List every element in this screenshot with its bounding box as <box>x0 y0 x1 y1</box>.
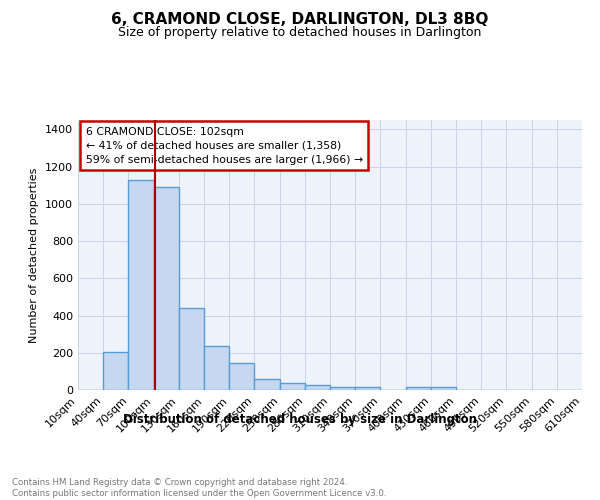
Bar <box>179 308 204 390</box>
Text: 6, CRAMOND CLOSE, DARLINGTON, DL3 8BQ: 6, CRAMOND CLOSE, DARLINGTON, DL3 8BQ <box>112 12 488 28</box>
Bar <box>154 187 179 390</box>
Text: Size of property relative to detached houses in Darlington: Size of property relative to detached ho… <box>118 26 482 39</box>
Bar <box>280 382 305 390</box>
Bar <box>305 386 330 390</box>
Y-axis label: Number of detached properties: Number of detached properties <box>29 168 40 342</box>
Bar <box>204 346 229 390</box>
Bar <box>128 180 154 390</box>
Bar <box>254 379 280 390</box>
Bar <box>406 387 431 390</box>
Bar <box>103 352 128 390</box>
Text: Contains HM Land Registry data © Crown copyright and database right 2024.
Contai: Contains HM Land Registry data © Crown c… <box>12 478 386 498</box>
Bar <box>330 387 355 390</box>
Text: Distribution of detached houses by size in Darlington: Distribution of detached houses by size … <box>123 412 477 426</box>
Text: 6 CRAMOND CLOSE: 102sqm
← 41% of detached houses are smaller (1,358)
59% of semi: 6 CRAMOND CLOSE: 102sqm ← 41% of detache… <box>86 126 362 165</box>
Bar <box>229 363 254 390</box>
Bar <box>355 387 380 390</box>
Bar <box>431 387 456 390</box>
